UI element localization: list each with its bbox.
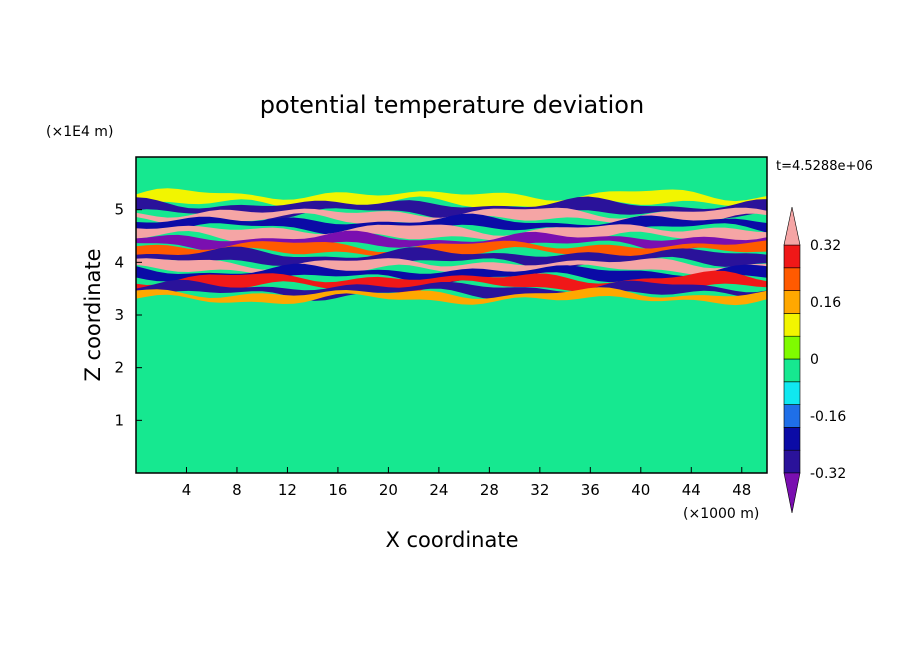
colorbar-segment — [783, 358, 801, 383]
colorbar-segment — [783, 244, 801, 269]
chart-title: potential temperature deviation — [260, 91, 644, 119]
x-tick-label: 16 — [328, 481, 347, 499]
colorbar-label: 0 — [810, 352, 819, 368]
y-tick-label: 2 — [114, 359, 124, 377]
x-tick-label: 20 — [379, 481, 398, 499]
x-tick-label: 24 — [429, 481, 448, 499]
y-tick-label: 1 — [114, 411, 124, 429]
contour-field — [136, 188, 767, 306]
time-label: t=4.5288e+06 — [776, 159, 873, 174]
x-tick-label: 28 — [480, 481, 499, 499]
y-tick-label: 5 — [114, 201, 124, 219]
x-tick-label: 44 — [682, 481, 701, 499]
plot-background — [136, 157, 767, 473]
colorbar-min-extension — [783, 472, 801, 514]
colorbar-segment — [783, 449, 801, 474]
colorbar-segment — [783, 290, 801, 314]
x-axis-ticks: 4 8 12 16 20 24 28 32 36 40 44 48 — [182, 467, 751, 499]
colorbar: 0.32 0.16 0 -0.16 -0.32 — [783, 206, 846, 514]
x-tick-label: 8 — [232, 481, 242, 499]
x-tick-label: 32 — [530, 481, 549, 499]
y-tick-label: 4 — [114, 253, 124, 271]
x-tick-label: 40 — [631, 481, 650, 499]
colorbar-segment — [783, 313, 801, 337]
y-unit-label: (×1E4 m) — [46, 124, 113, 140]
y-tick-label: 3 — [114, 306, 124, 324]
colorbar-segment — [783, 381, 801, 405]
colorbar-max-extension — [783, 206, 801, 246]
contour-band — [136, 258, 767, 276]
x-axis-label: X coordinate — [385, 528, 518, 552]
colorbar-segment — [783, 427, 801, 451]
colorbar-label: -0.32 — [810, 466, 846, 482]
colorbar-segment — [783, 335, 801, 360]
contour-band — [136, 230, 767, 252]
contour-band — [136, 263, 767, 285]
contour-band — [136, 196, 767, 220]
y-axis-ticks: 1 2 3 4 5 — [114, 201, 142, 429]
colorbar-segment — [783, 267, 801, 291]
x-tick-label: 12 — [278, 481, 297, 499]
colorbar-label: 0.16 — [810, 295, 841, 311]
contour-band — [136, 287, 767, 306]
x-unit-label: (×1000 m) — [683, 506, 759, 522]
x-tick-label: 36 — [581, 481, 600, 499]
colorbar-label: 0.32 — [810, 238, 841, 254]
y-axis-label: Z coordinate — [81, 248, 105, 381]
x-tick-label: 48 — [732, 481, 751, 499]
colorbar-label: -0.16 — [810, 409, 846, 425]
colorbar-segment — [783, 404, 801, 428]
x-tick-label: 4 — [182, 481, 192, 499]
